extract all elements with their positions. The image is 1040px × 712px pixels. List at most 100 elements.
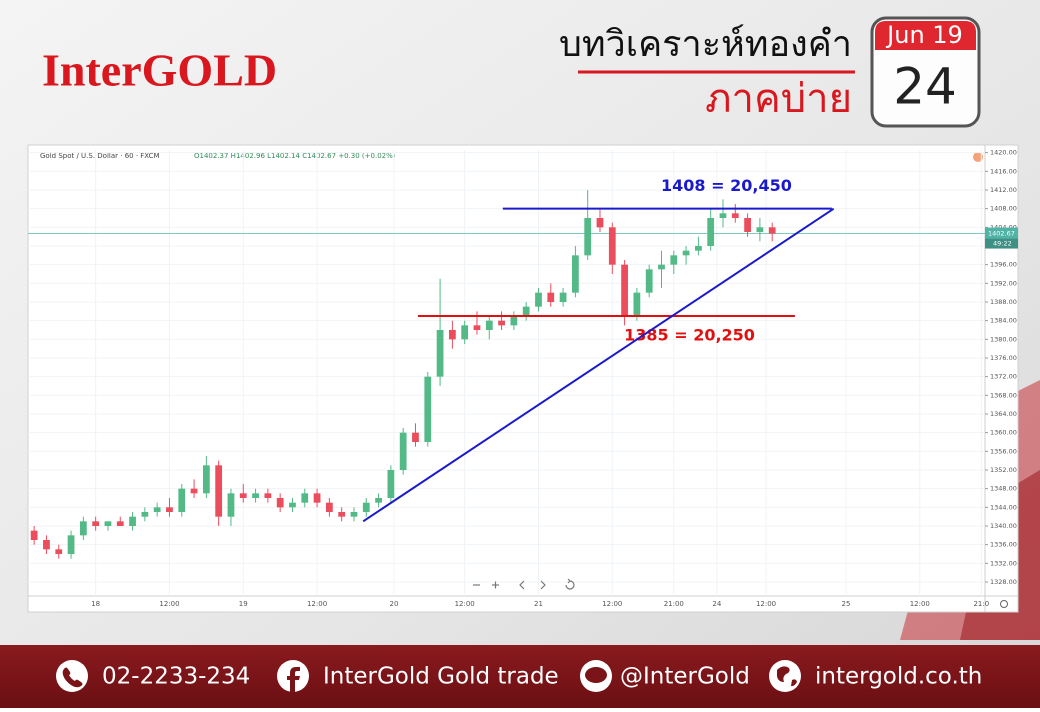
candle-body — [522, 306, 530, 316]
x-tick-label: 21 — [534, 600, 543, 608]
candle-body — [227, 493, 235, 517]
candle-body — [387, 470, 395, 498]
x-tick-label: 12:00 — [307, 600, 327, 608]
candle-body — [744, 218, 751, 232]
candle-body — [633, 292, 641, 316]
candle-body — [289, 502, 296, 508]
candle-body — [559, 292, 567, 302]
y-tick-label: 1332.00 — [990, 559, 1017, 567]
plot: 1328.00 1332.00 1336.00 1340.00 1344.00 1348.… — [28, 149, 1018, 608]
candle-body — [375, 498, 382, 503]
y-tick-label: 1328.00 — [990, 578, 1017, 586]
y-tick-label: 1352.00 — [990, 466, 1017, 474]
x-tick-label: 25 — [842, 600, 851, 608]
title: บทวิเคราะห์ทองคำ — [559, 24, 852, 65]
candle-body — [670, 255, 678, 265]
y-tick-label: 1344.00 — [990, 503, 1017, 511]
facebook: InterGold Gold trade — [323, 664, 559, 690]
y-tick-label: 1376.00 — [990, 354, 1017, 362]
candle-body — [129, 516, 136, 526]
x-tick-label: 20 — [389, 600, 398, 608]
y-tick-label: 1392.00 — [990, 279, 1017, 287]
candle-body — [276, 498, 284, 508]
y-tick-label: 1340.00 — [990, 522, 1017, 530]
x-tick-label: 12:00 — [756, 600, 776, 608]
candle-body — [399, 432, 407, 470]
y-tick-label: 1420.00 — [990, 149, 1017, 157]
candle-body — [448, 330, 456, 340]
y-tick-label: 1368.00 — [990, 391, 1017, 399]
symbol: Gold Spot / U.S. Dollar · 60 · FXCM — [40, 152, 160, 160]
x-tick-label: 24 — [712, 600, 721, 608]
trend-line — [362, 207, 835, 523]
level-label: 1385 = 20,250 — [624, 326, 755, 345]
candle-body — [252, 493, 259, 498]
countdown: 49:22 — [993, 240, 1012, 248]
candle-body — [461, 325, 469, 340]
candle-body — [178, 488, 186, 512]
x-tick-label: 21:0 — [973, 600, 989, 608]
candle-body — [572, 255, 579, 293]
countdown-box — [985, 238, 1018, 249]
ohlc: O1402.37 H1402.96 L1402.14 C1402.67 +0.3… — [194, 152, 396, 160]
candle-body — [731, 213, 739, 218]
candle-body — [707, 218, 715, 246]
candle-body — [43, 540, 50, 550]
candle-body — [30, 530, 38, 540]
date-month: Jun 19 — [885, 21, 963, 49]
chart-panel — [27, 144, 1019, 613]
y-tick-label: 1416.00 — [990, 167, 1017, 175]
settings-icon[interactable] — [1000, 600, 1008, 608]
x-tick-label: 12:00 — [602, 600, 622, 608]
candle-body — [768, 227, 776, 234]
candle-body — [79, 521, 87, 536]
candle-body — [350, 512, 358, 517]
candle-body — [301, 493, 309, 503]
candle-body — [153, 507, 161, 512]
date-day: 24 — [893, 58, 957, 116]
candle-body — [621, 264, 628, 316]
indicator-dot — [973, 152, 983, 162]
logo: InterGOLD — [42, 45, 277, 96]
candle-body — [658, 264, 665, 270]
candle-body — [498, 320, 505, 326]
level-label: 1408 = 20,450 — [661, 176, 792, 195]
candle-body — [412, 432, 419, 442]
candle-body — [215, 465, 223, 517]
candle-body — [756, 227, 764, 232]
y-tick-label: 1360.00 — [990, 429, 1017, 437]
candle-body — [264, 493, 272, 498]
y-tick-label: 1336.00 — [990, 541, 1017, 549]
candle-body — [166, 507, 173, 512]
candle-body — [535, 292, 542, 307]
candle-body — [202, 465, 210, 494]
candle-body — [92, 521, 100, 526]
candle-body — [596, 218, 604, 228]
candle-body — [362, 502, 370, 512]
candle-body — [239, 493, 247, 498]
y-tick-label: 1408.00 — [990, 205, 1017, 213]
y-tick-label: 1364.00 — [990, 410, 1017, 418]
candle-body — [190, 488, 198, 494]
website: intergold.co.th — [815, 664, 982, 690]
candle-body — [608, 227, 616, 265]
zoom-controls — [473, 578, 575, 590]
subtitle: ภาคบ่าย — [705, 76, 852, 122]
footer: 02-2233-234 InterGold Gold trade @InterG… — [56, 660, 982, 692]
last-price-box — [985, 227, 1018, 239]
candle-body — [67, 535, 75, 554]
candle-body — [436, 330, 444, 377]
y-tick-label: 1404.00 — [990, 223, 1017, 231]
candle-body — [55, 549, 63, 554]
candle-body — [104, 521, 112, 526]
candle-body — [141, 512, 149, 517]
candle-body — [473, 325, 481, 330]
x-tick-label: 12:00 — [159, 600, 179, 608]
candle-body — [695, 246, 702, 251]
x-tick-label: 12:00 — [455, 600, 475, 608]
line-id: @InterGold — [620, 664, 750, 690]
y-tick-label: 1356.00 — [990, 447, 1017, 455]
last-price-label: 1402.67 — [988, 230, 1015, 238]
x-tick-label: 18 — [91, 600, 100, 608]
